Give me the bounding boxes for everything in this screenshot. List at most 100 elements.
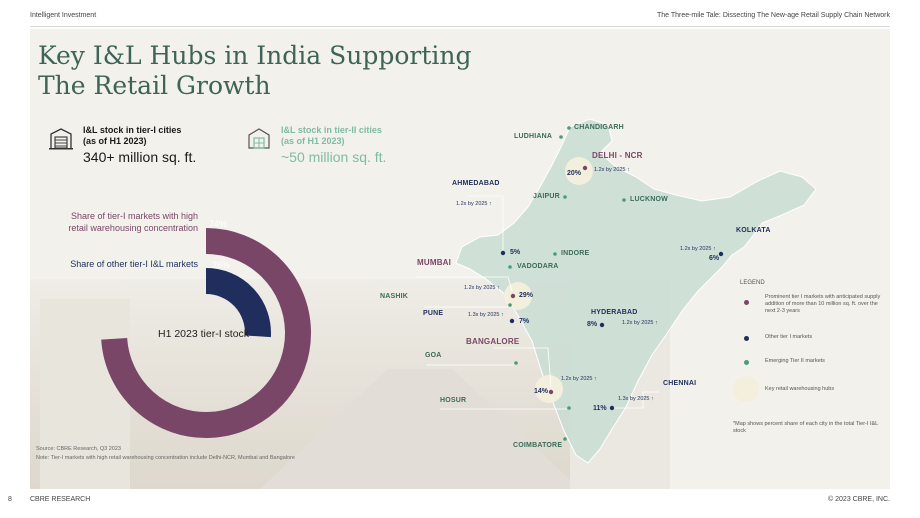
tier2-stock-label-line2: (as of H1 2023) xyxy=(281,136,345,146)
goa-marker xyxy=(514,361,518,365)
jaipur-marker xyxy=(563,195,567,199)
coimbatore-marker xyxy=(563,437,567,441)
mumbai-leader-line xyxy=(416,276,513,292)
map-note: *Map shows percent share of each city in… xyxy=(733,421,879,434)
kolkata-label: KOLKATA xyxy=(736,227,771,234)
tier1-share-value: 74% xyxy=(209,219,228,229)
ahmedabad-label: AHMEDABAD xyxy=(452,180,500,187)
top-bar: Intelligent Investment The Three-mile Ta… xyxy=(0,0,920,26)
legend-other-dot xyxy=(744,336,749,341)
indore-marker xyxy=(553,252,557,256)
tier1-stock-value: 340+ million sq. ft. xyxy=(83,149,197,165)
legend-hub-text: Key retail warehousing hubs xyxy=(765,386,835,392)
ludhiana-label: LUDHIANA xyxy=(514,133,553,140)
building-left xyxy=(40,299,130,489)
hyderabad-label: HYDERABAD xyxy=(591,309,638,316)
legend-prominent-dot xyxy=(744,300,749,305)
map-overlay xyxy=(416,126,724,441)
tier1-stock-donut-chart xyxy=(101,228,311,438)
chennai-share: 11% xyxy=(593,405,607,412)
ahmedabad-marker xyxy=(500,250,506,256)
ahmedabad-growth: 1.2x by 2025 ↑ xyxy=(456,201,492,207)
mumbai-hub-circle xyxy=(504,282,532,310)
mumbai-label: MUMBAI xyxy=(417,258,452,267)
mumbai-share: 29% xyxy=(519,292,534,299)
ludhiana-marker xyxy=(559,135,563,139)
bangalore-label: BANGALORE xyxy=(466,337,520,346)
legend-emerging-text: Emerging Tier II markets xyxy=(765,358,825,364)
ahmedabad-share: 5% xyxy=(510,249,521,256)
header-right-text: The Three-mile Tale: Dissecting The New-… xyxy=(656,12,890,19)
kolkata-growth: 1.2x by 2025 ↑ xyxy=(680,246,716,252)
lucknow-label: LUCKNOW xyxy=(630,196,668,203)
tier1-share-label-line2: retail warehousing concentration xyxy=(68,223,198,233)
delhi-ncr-growth: 1.2x by 2025 ↑ xyxy=(594,167,630,173)
header-divider xyxy=(30,26,890,27)
title-line-1: Key I&L Hubs in India Supporting xyxy=(38,41,472,70)
source-line: Source: CBRE Research, Q3 2023 xyxy=(36,446,121,452)
warehouse-icon xyxy=(49,128,73,150)
title-line-2: The Retail Growth xyxy=(38,71,271,100)
lucknow-marker xyxy=(622,198,626,202)
nashik-label: NASHIK xyxy=(380,293,409,300)
chandigarh-label: CHANDIGARH xyxy=(574,124,624,131)
hosur-marker xyxy=(567,406,571,410)
ahmedabad-leader-line xyxy=(468,195,504,251)
hyderabad-share: 8% xyxy=(587,321,598,328)
other-share-value: 26% xyxy=(212,260,231,270)
chandigarh-marker xyxy=(567,126,571,130)
delhi-ncr-label: DELHI - NCR xyxy=(592,151,643,160)
other-share-label: Share of other tier-I I&L markets xyxy=(70,259,198,269)
tier2-stock-label-line1: I&L stock in tier-II cities xyxy=(281,125,382,135)
pune-label: PUNE xyxy=(423,310,444,317)
bangalore-hub-circle xyxy=(535,375,563,403)
mumbai-marker xyxy=(510,293,516,299)
tier1-stock-label-line2: (as of H1 2023) xyxy=(83,136,147,146)
vadodara-label: VADODARA xyxy=(517,263,559,270)
content-panel: Key I&L Hubs in India Supporting The Ret… xyxy=(30,29,890,489)
bangalore-growth: 1.2x by 2025 ↑ xyxy=(561,376,597,382)
other-share-arc xyxy=(205,268,271,338)
bangalore-share: 14% xyxy=(534,388,549,395)
source-note: Source: CBRE Research, Q3 2023 Note: Tie… xyxy=(36,446,295,461)
pune-share: 7% xyxy=(519,318,530,325)
mumbai-growth: 1.2x by 2025 ↑ xyxy=(464,285,500,291)
legend-prominent-text: Prominent tier I markets with anticipate… xyxy=(765,294,881,314)
tier1-share-arc xyxy=(101,228,311,438)
chennai-growth: 1.3x by 2025 ↑ xyxy=(618,396,654,402)
jaipur-label: JAIPUR xyxy=(533,193,560,200)
pune-marker xyxy=(509,318,515,324)
donut-center-label: H1 2023 tier-I stock xyxy=(158,328,250,340)
bangalore-marker xyxy=(548,389,554,395)
hyderabad-marker xyxy=(599,322,605,328)
tier2-stock-value: ~50 million sq. ft. xyxy=(281,149,387,165)
goa-label: GOA xyxy=(425,352,442,359)
pune-growth: 1.3x by 2025 ↑ xyxy=(468,312,504,318)
legend-hub-circle xyxy=(733,376,759,402)
delhi-ncr-hub-circle xyxy=(565,157,593,185)
tier1-share-label: Share of tier-I markets with high retail… xyxy=(52,210,198,234)
note-line: Note: Tier-I markets with high retail wa… xyxy=(36,455,295,461)
page-number: 8 xyxy=(8,496,12,503)
legend-emerging-dot xyxy=(744,360,749,365)
kolkata-share: 6% xyxy=(709,255,720,262)
tier1-share-label-line1: Share of tier-I markets with high xyxy=(70,211,198,221)
indore-label: INDORE xyxy=(561,250,590,257)
tier1-stock-label-line1: I&L stock in tier-I cities xyxy=(83,125,182,135)
kolkata-marker xyxy=(718,251,724,257)
tier2-stock-label: I&L stock in tier-II cities (as of H1 20… xyxy=(281,125,382,147)
hyderabad-growth: 1.2x by 2025 ↑ xyxy=(622,320,658,326)
header-left-text: Intelligent Investment xyxy=(30,12,97,19)
chennai-leader-line xyxy=(614,391,659,409)
footer-copyright: © 2023 CBRE, INC. xyxy=(828,496,890,503)
page-title: Key I&L Hubs in India Supporting The Ret… xyxy=(38,41,471,101)
hosur-label: HOSUR xyxy=(440,397,467,404)
bangalore-leader-line xyxy=(494,347,552,388)
warehouse-grid-icon xyxy=(248,128,270,149)
coimbatore-label: COIMBATORE xyxy=(513,442,563,449)
legend-title: LEGEND xyxy=(740,280,765,286)
vadodara-marker xyxy=(508,265,512,269)
chennai-label: CHENNAI xyxy=(663,380,697,387)
delhi-ncr-share: 20% xyxy=(567,170,582,177)
legend-other-text: Other tier I markets xyxy=(765,334,813,340)
